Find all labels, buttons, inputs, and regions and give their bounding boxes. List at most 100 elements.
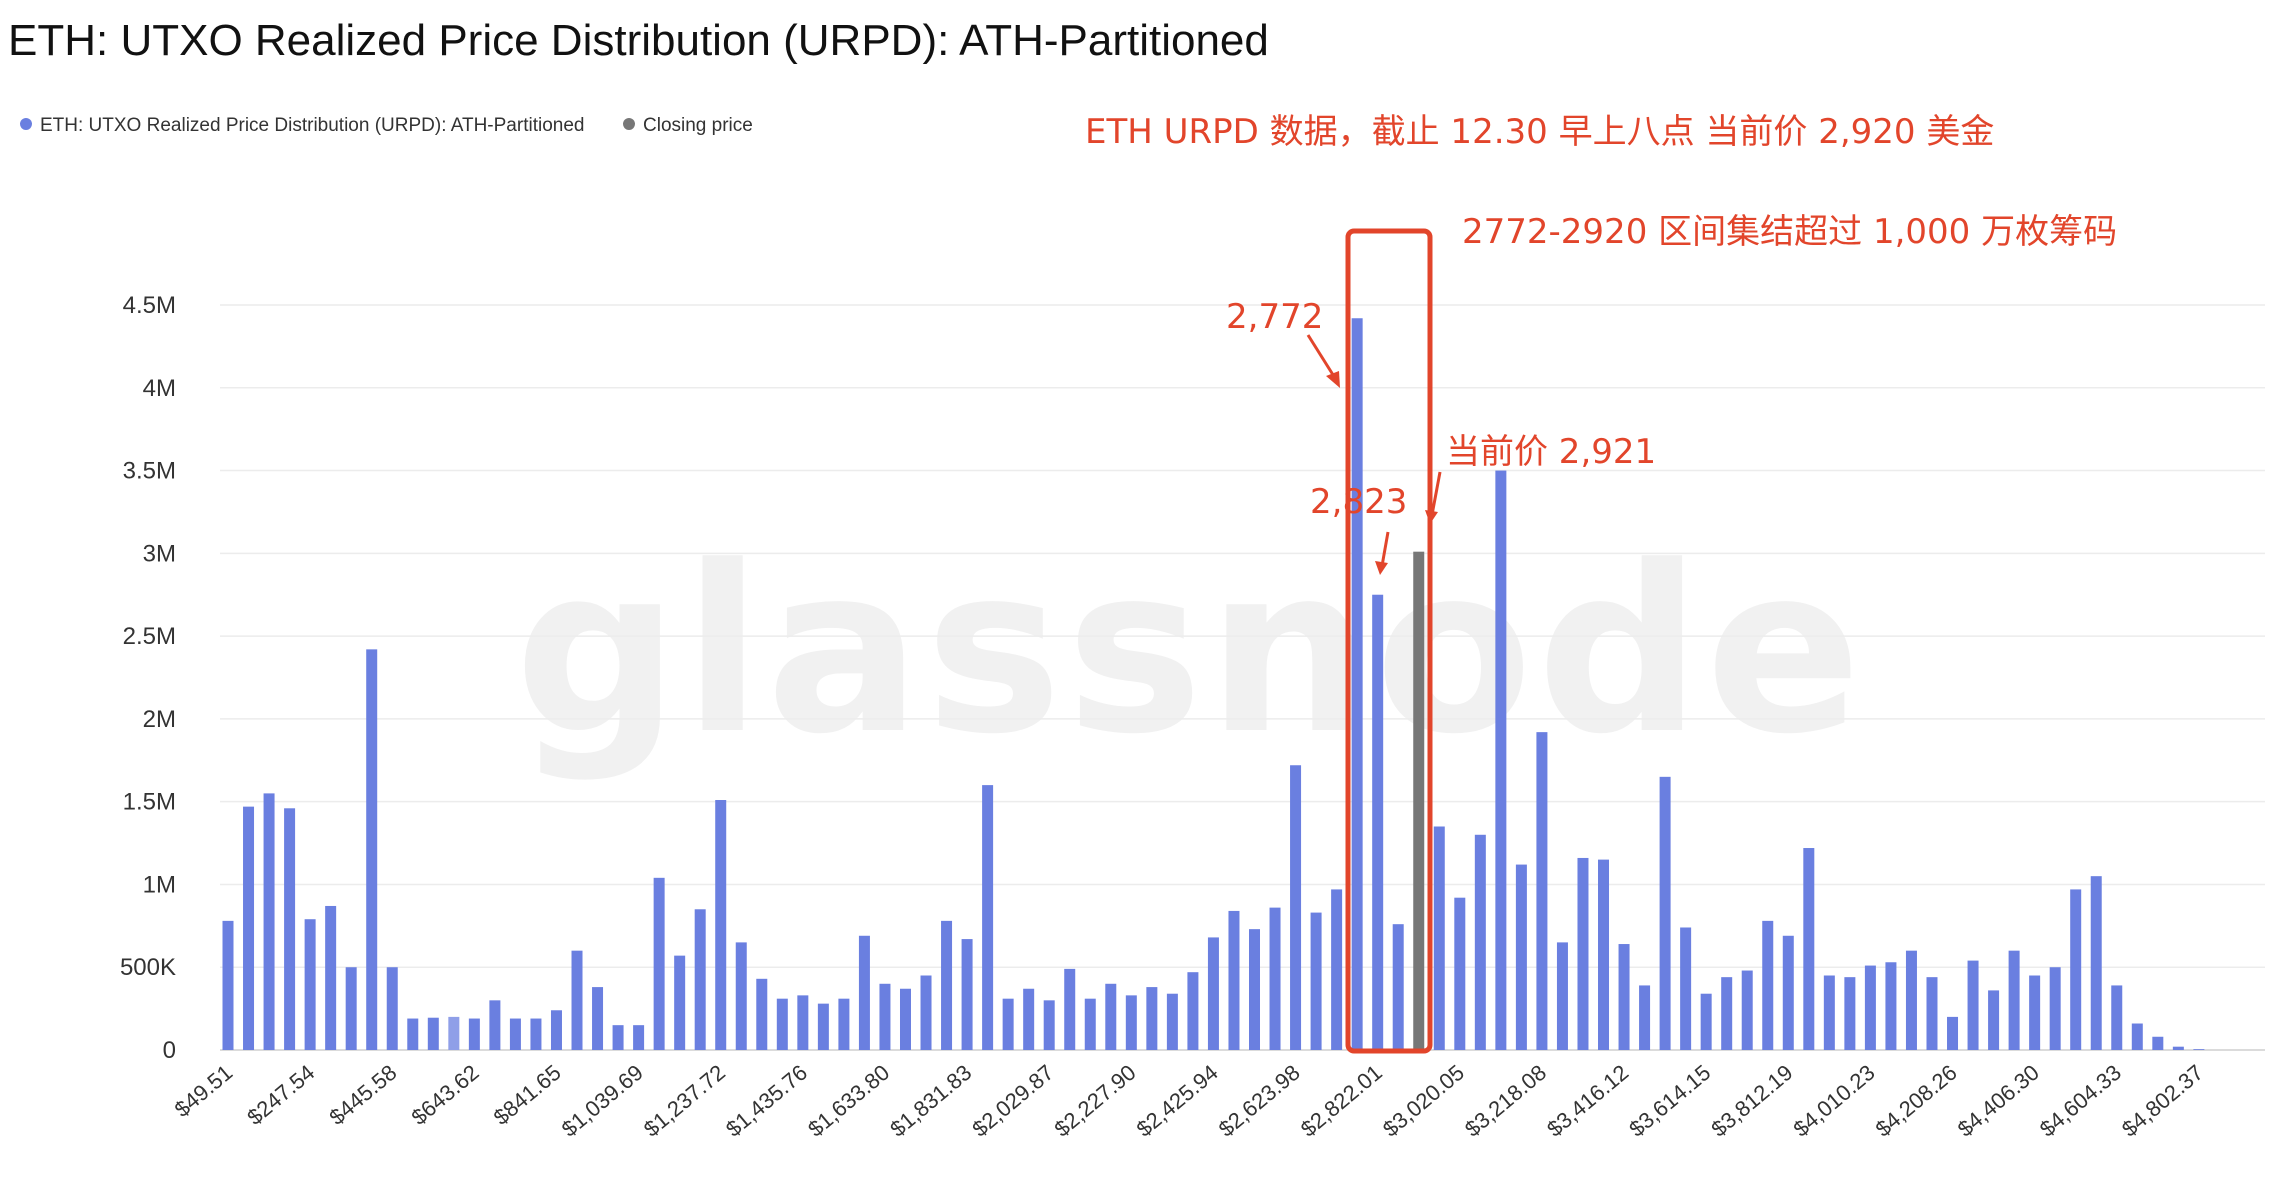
bar[interactable] <box>1988 990 2000 1050</box>
bar[interactable] <box>1146 987 1158 1050</box>
bar[interactable] <box>571 950 583 1050</box>
bar[interactable] <box>694 909 706 1050</box>
bar[interactable] <box>653 877 665 1050</box>
bar[interactable] <box>879 983 891 1050</box>
bar[interactable] <box>858 935 870 1050</box>
bar[interactable] <box>2049 967 2061 1050</box>
bar[interactable] <box>1577 857 1589 1050</box>
bar[interactable] <box>1454 897 1466 1050</box>
bar[interactable] <box>2131 1023 2143 1050</box>
bar[interactable] <box>1556 942 1568 1050</box>
bar[interactable] <box>304 919 316 1050</box>
bar[interactable] <box>1864 965 1876 1050</box>
bar[interactable] <box>1249 929 1260 1050</box>
bar[interactable] <box>263 793 275 1050</box>
bar[interactable] <box>592 987 604 1050</box>
bar[interactable] <box>633 1025 645 1050</box>
bar[interactable] <box>509 1018 521 1050</box>
bar[interactable] <box>1474 834 1486 1050</box>
bar[interactable] <box>1618 944 1630 1050</box>
bar[interactable] <box>1064 968 1076 1050</box>
bar[interactable] <box>427 1017 439 1050</box>
bar[interactable] <box>1105 983 1117 1050</box>
bar[interactable] <box>243 806 255 1050</box>
bar[interactable] <box>1967 960 1979 1050</box>
bar[interactable] <box>530 1018 542 1050</box>
bar[interactable] <box>1741 970 1753 1050</box>
bar[interactable] <box>1392 924 1404 1050</box>
bar[interactable] <box>941 920 953 1050</box>
bar[interactable] <box>2029 975 2041 1051</box>
bar[interactable] <box>1639 985 1651 1050</box>
bar[interactable] <box>1947 1016 1959 1050</box>
bar[interactable] <box>797 995 809 1050</box>
bar[interactable] <box>222 920 234 1050</box>
bar[interactable] <box>489 1000 501 1050</box>
bar[interactable] <box>838 998 850 1050</box>
bar[interactable] <box>1043 1000 1055 1050</box>
bar[interactable] <box>1187 972 1199 1050</box>
bar[interactable] <box>2111 985 2123 1050</box>
x-tick-label: $1,435.76 <box>721 1060 812 1142</box>
bar[interactable] <box>1721 977 1733 1050</box>
bar[interactable] <box>1495 470 1507 1050</box>
bar[interactable] <box>1782 935 1794 1050</box>
bar[interactable] <box>612 1025 624 1050</box>
bar[interactable] <box>1536 732 1548 1050</box>
legend-label-urpd[interactable]: ETH: UTXO Realized Price Distribution (U… <box>40 115 584 136</box>
bar[interactable] <box>386 967 398 1050</box>
bar[interactable] <box>1351 318 1363 1050</box>
bar[interactable] <box>2090 876 2102 1050</box>
bar[interactable] <box>1598 859 1610 1050</box>
bar[interactable] <box>550 1010 562 1050</box>
bar[interactable] <box>776 998 788 1050</box>
bar[interactable] <box>1269 907 1281 1050</box>
bar[interactable] <box>1926 977 1938 1050</box>
bar[interactable] <box>345 967 357 1050</box>
bar[interactable] <box>1290 765 1302 1050</box>
bar[interactable] <box>448 1016 460 1050</box>
bar[interactable] <box>1803 848 1815 1050</box>
bar[interactable] <box>1762 920 1774 1050</box>
bar[interactable] <box>407 1018 419 1050</box>
bar[interactable] <box>1905 950 1917 1050</box>
bar[interactable] <box>2070 889 2082 1050</box>
bar[interactable] <box>1823 975 1835 1051</box>
bar[interactable] <box>1166 993 1178 1050</box>
bar[interactable] <box>1228 910 1240 1050</box>
bar[interactable] <box>735 942 747 1050</box>
legend-label-closing-price[interactable]: Closing price <box>643 115 753 136</box>
bar[interactable] <box>1125 995 1137 1050</box>
bar[interactable] <box>756 978 768 1050</box>
bar[interactable] <box>1331 889 1343 1050</box>
bar[interactable] <box>1885 962 1897 1050</box>
bar[interactable] <box>468 1018 480 1050</box>
bar[interactable] <box>2008 950 2020 1050</box>
bar[interactable] <box>1310 912 1322 1050</box>
bar[interactable] <box>817 1003 829 1050</box>
bar[interactable] <box>1515 864 1527 1050</box>
closing-price-bar[interactable] <box>1413 551 1425 1050</box>
bar[interactable] <box>1084 998 1096 1050</box>
bar[interactable] <box>366 649 378 1050</box>
bar[interactable] <box>2152 1036 2164 1050</box>
bar[interactable] <box>961 939 973 1050</box>
bar[interactable] <box>1372 594 1384 1050</box>
bar[interactable] <box>1680 927 1692 1050</box>
bar[interactable] <box>325 905 337 1050</box>
bar[interactable] <box>1700 993 1712 1050</box>
bar[interactable] <box>982 785 994 1050</box>
bar[interactable] <box>899 988 911 1050</box>
bar[interactable] <box>920 975 932 1051</box>
bar[interactable] <box>1659 776 1671 1050</box>
bar[interactable] <box>1002 998 1014 1050</box>
bar[interactable] <box>1023 988 1035 1050</box>
bar[interactable] <box>1207 937 1219 1050</box>
bar[interactable] <box>2172 1046 2184 1050</box>
bar[interactable] <box>1844 977 1856 1050</box>
bar[interactable] <box>715 800 727 1050</box>
bar[interactable] <box>2193 1049 2205 1050</box>
bar[interactable] <box>674 955 686 1050</box>
bar[interactable] <box>1433 826 1445 1051</box>
bar[interactable] <box>284 808 296 1050</box>
